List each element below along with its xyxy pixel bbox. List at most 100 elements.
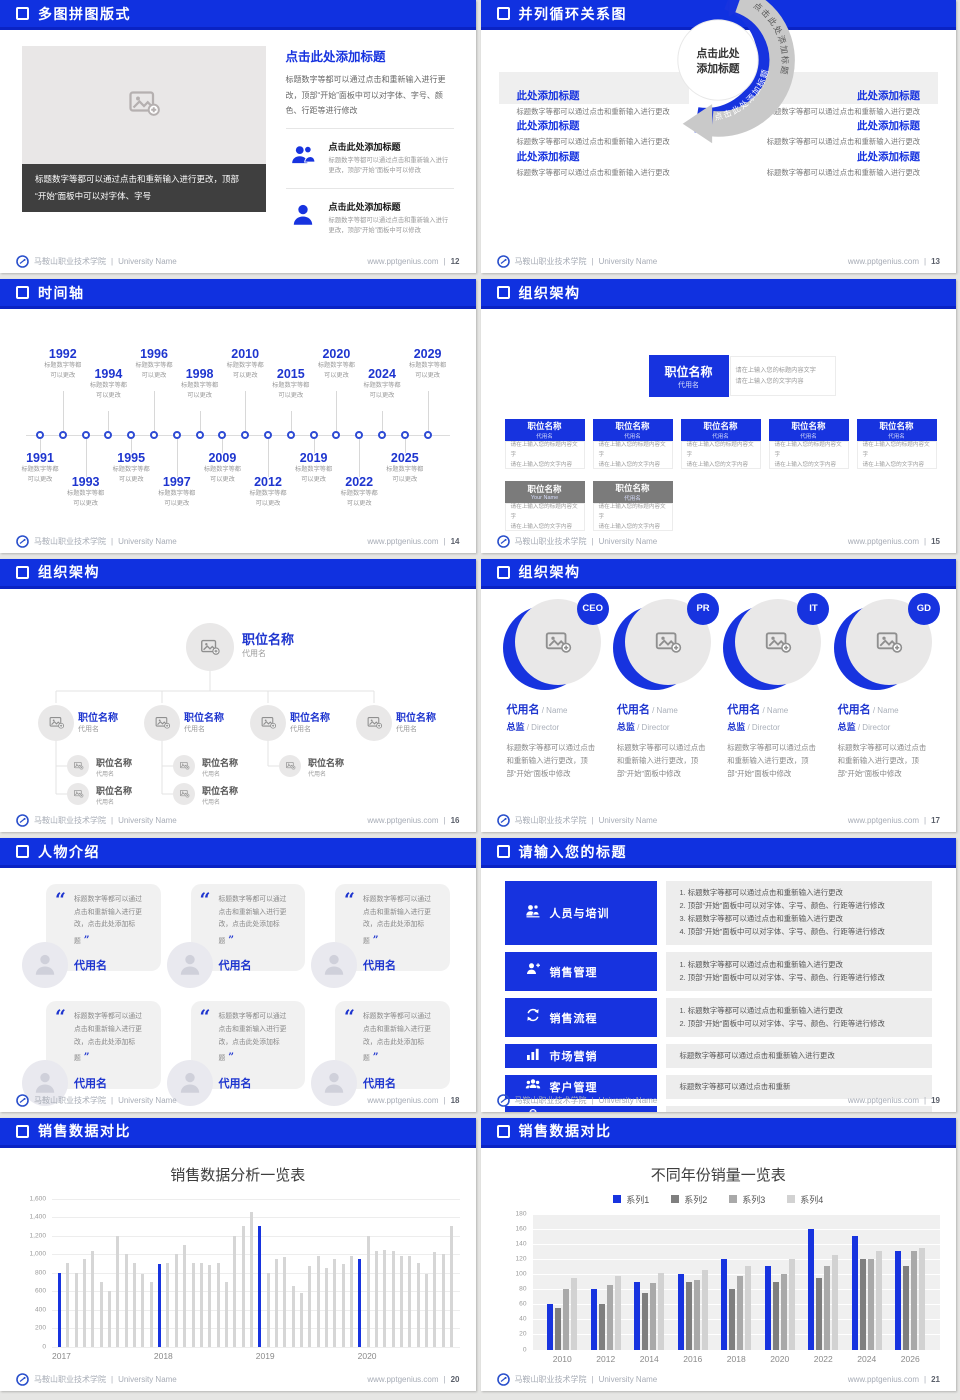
bar-group: 2016 xyxy=(671,1214,715,1364)
slide-17-org-profiles[interactable]: 组织架构 CEO 代用名 / Name 总监 / Director 标题数字等都可以通… xyxy=(480,558,956,833)
position-title: 职位名称 xyxy=(290,712,330,724)
bar xyxy=(366,1235,370,1347)
slide-title: 销售数据对比 xyxy=(518,1123,612,1140)
position-title: 职位名称 xyxy=(202,785,239,796)
bar xyxy=(408,1255,412,1347)
agenda-button[interactable]: 人员与培训 xyxy=(504,881,657,946)
page-number: 14 xyxy=(450,536,460,546)
person-icon xyxy=(293,204,312,225)
agenda-list: 人员与培训 1. 标题数字等都可以通过点击和重新输入进行更改 2. 顶部“开始”面板… xyxy=(481,868,957,1112)
avatar xyxy=(166,942,213,989)
person-name-en: / Name xyxy=(649,705,678,715)
item-note: 标题数字等都可以通过点击和重新输入进行更改，顶部“开始”面板中可以修改 xyxy=(328,156,449,175)
slide-21-chart-grouped[interactable]: 销售数据对比 不同年份销量一览表 系列1 系列2 系列3 系列4 0 20 40 60 80 100… xyxy=(480,1117,957,1391)
agenda-label: 客户管理 xyxy=(549,1082,598,1095)
slide-18-people[interactable]: 人物介绍 “ 标题数字等都可以通过点击和重新输入进行更改，点击此处添加标题” 代用名… xyxy=(0,838,476,1112)
bar-group: 2010 xyxy=(541,1214,585,1364)
quote-card: “ 标题数字等都可以通过点击和重新输入进行更改，点击此处添加标题” 代用名 xyxy=(166,884,305,989)
avatar xyxy=(311,942,357,989)
person-name: 代用名 xyxy=(678,381,699,389)
bar xyxy=(400,1255,404,1347)
y-tick-label: 1,200 xyxy=(29,1232,46,1240)
cycle-center-text: 点击此处 xyxy=(697,47,740,60)
footer-separator: | xyxy=(591,816,594,826)
timeline-connector xyxy=(222,439,224,454)
bar xyxy=(606,1285,613,1350)
footer-university: 马鞍山职业技术学院 xyxy=(34,1374,106,1384)
image-icon xyxy=(655,632,682,653)
person-icon xyxy=(324,1072,344,1093)
agenda-button[interactable]: 客户管理 xyxy=(504,1075,657,1100)
square-bullet-icon xyxy=(16,845,29,859)
org-node-body: 请在上输入您的标题内容文字 请在上输入您的文字内容 xyxy=(856,441,937,470)
bar xyxy=(642,1292,649,1350)
body-line: 请在上输入您的标题内容文字 xyxy=(598,442,666,459)
close-quote-icon: ” xyxy=(83,934,90,946)
chart-legend: 系列1 系列2 系列3 系列4 xyxy=(481,1193,957,1206)
slide-title: 人物介绍 xyxy=(38,843,100,860)
org-subnode-label: 职位名称 代用名 xyxy=(202,784,238,806)
bar xyxy=(693,1280,700,1350)
footer-separator: | xyxy=(443,1095,446,1105)
gridline xyxy=(52,1346,460,1348)
timeline-note: 可以更改 xyxy=(187,392,212,399)
slide-14-timeline[interactable]: 时间轴 1991 标题数字等都 可以更改 1992 标题数字等都 可以更改 1993 标题数字… xyxy=(0,279,476,553)
timeline-item: 2025 标题数字等都 可以更改 xyxy=(375,451,435,484)
person-icon xyxy=(35,955,55,976)
person-role: 总监 / Director xyxy=(727,721,780,732)
quote-text: 标题数字等都可以通过点击和重新输入进行更改，点击此处添加标题” xyxy=(74,896,142,946)
cycle-entry: 此处添加标题 标题数字等都可以通过点击和重新输入进行更改 xyxy=(766,149,920,179)
timeline-note: 标题数字等都 xyxy=(181,382,219,390)
university-logo-icon xyxy=(16,814,29,827)
person-name: 代用名 xyxy=(712,434,729,441)
slide-footer: 马鞍山职业技术学院 | University Name www.pptgeniu… xyxy=(0,1089,476,1112)
bar xyxy=(249,1212,253,1347)
slide-12-collage[interactable]: 多图拼图版式 标题数字等都可以通过点击和重新输入进行更改，顶部 “开始”面板中可… xyxy=(0,0,476,274)
slide-19-agenda[interactable]: 请输入您的标题 人员与培训 1. 标题数字等都可以通过点击和重新输入进行更改 2. … xyxy=(480,838,957,1112)
profile-avatar: IT xyxy=(723,592,830,695)
legend-swatch xyxy=(671,1194,680,1203)
cycle-center-text: 添加标题 xyxy=(697,62,740,75)
bar xyxy=(563,1289,570,1350)
group-bars xyxy=(758,1214,802,1350)
agenda-button[interactable]: 销售管理 xyxy=(504,952,657,992)
agenda-button[interactable]: 销售流程 xyxy=(504,998,657,1038)
bar-group: 2020 xyxy=(758,1214,802,1364)
timeline-note: 标题数字等都 xyxy=(363,382,401,390)
group-bars xyxy=(715,1214,759,1350)
bar xyxy=(780,1274,787,1350)
image-icon xyxy=(179,790,189,798)
timeline-dot xyxy=(195,431,204,440)
y-tick-label: 1,600 xyxy=(29,1195,46,1203)
body-line: 请在上输入您的标题内容文字 xyxy=(510,504,578,521)
timeline-year: 2019 xyxy=(299,451,328,466)
org-subnode-label: 职位名称 代用名 xyxy=(96,784,132,806)
slide-16-org-tree[interactable]: 组织架构 职位名称 代用名 职位名称 代用名 职位名称 代用名 职位名称 代用名 职位名称 代用名… xyxy=(0,558,476,833)
slide-13-cycle[interactable]: 并列循环关系图 此处添加标题 标题数字等都可以通过点击和重新输入进行更改 此处添加标… xyxy=(480,0,956,274)
footer-university: 马鞍山职业技术学院 xyxy=(514,257,587,267)
page-number: 13 xyxy=(931,257,940,267)
timeline-note: 可以更改 xyxy=(415,372,440,379)
quote-card: “ 标题数字等都可以通过点击和重新输入进行更改，点击此处添加标题” 代用名 xyxy=(311,1001,450,1106)
chart-title: 销售数据分析一览表 xyxy=(170,1166,306,1184)
bar xyxy=(737,1276,744,1350)
agenda-button[interactable]: 金融项目 xyxy=(504,1106,657,1112)
group-bars xyxy=(802,1214,846,1350)
timeline-year: 1997 xyxy=(162,475,191,490)
person-name: 代用名 xyxy=(184,725,205,733)
bar xyxy=(124,1254,128,1347)
legend-item: 系列4 xyxy=(787,1193,823,1206)
quote-card: “ 标题数字等都可以通过点击和重新输入进行更改，点击此处添加标题” 代用名 xyxy=(22,1001,161,1106)
agenda-button[interactable]: 市场营销 xyxy=(504,1044,657,1069)
footer-separator: | xyxy=(111,1095,114,1105)
slide-15-org-boxes[interactable]: 组织架构 职位名称 代用名 请在上输入您的标题内容文字 请在上输入您的文字内容 职位名称… xyxy=(480,279,956,553)
position-title: 职位名称 xyxy=(879,421,914,432)
timeline-connector xyxy=(290,411,292,436)
profile-text: 标题数字等都可以通过点击和重新输入进行更改，顶部“开始”面板中修改 xyxy=(506,742,596,779)
bar xyxy=(258,1226,262,1347)
square-bullet-icon xyxy=(496,1124,510,1138)
slide-20-chart-single[interactable]: 销售数据对比 销售数据分析一览表 0 200 400 600 800 1,000 1,200 1… xyxy=(0,1117,476,1391)
y-tick-label: 120 xyxy=(515,1255,527,1263)
body-line: 请在上输入您的标题内容文字 xyxy=(686,442,754,459)
org-node-body: 请在上输入您的标题内容文字 请在上输入您的文字内容 xyxy=(504,441,585,470)
